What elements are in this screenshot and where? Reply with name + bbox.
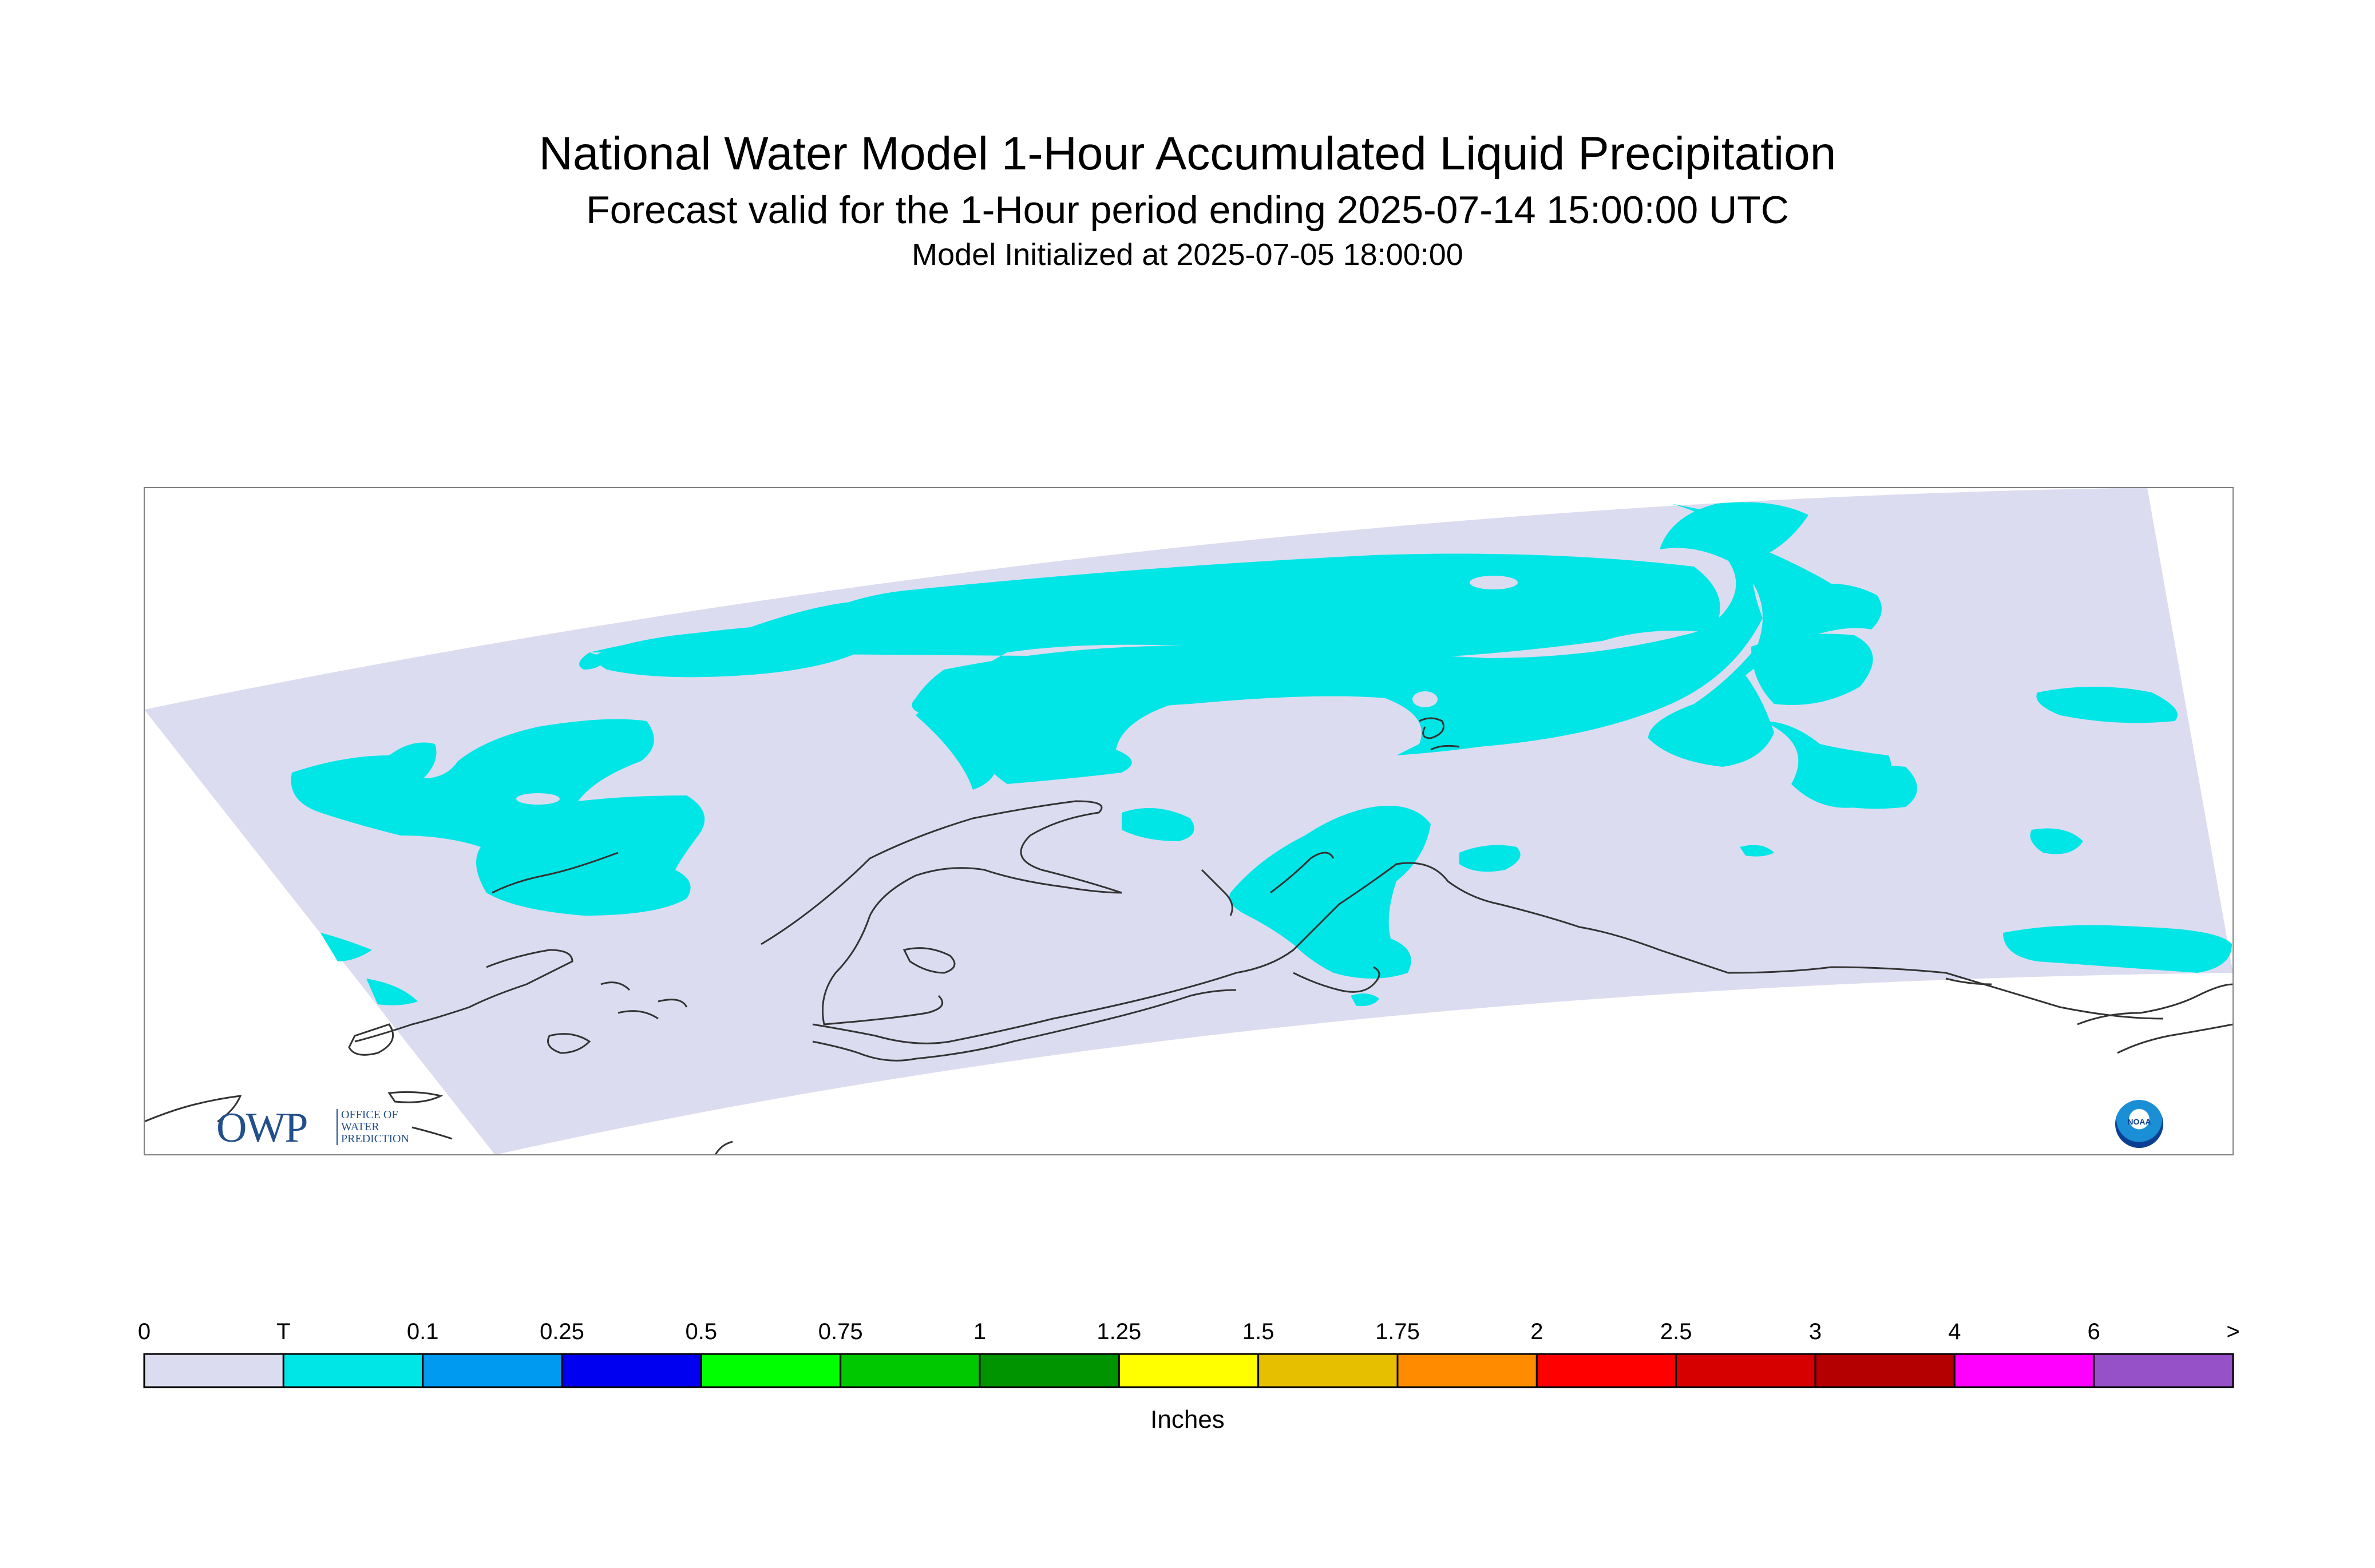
coastline [1945,977,1992,985]
owp-logo-line: OFFICE OF [341,1108,398,1121]
colorbar-swatch [700,1353,842,1388]
noaa-logo: NOAA [2115,1100,2163,1148]
precip-area [2003,925,2232,973]
colorbar-tick-label: T [276,1319,290,1344]
coastline [1201,869,1233,916]
coastline [714,1141,733,1155]
coastline [387,1091,444,1103]
colorbar-tick-label: 6 [2088,1319,2100,1344]
coastline [600,981,631,991]
colorbar-tick-label: 1.25 [1097,1319,1141,1344]
coastline [492,852,619,894]
precip-area [1803,765,1917,809]
noaa-logo-text: NOAA [2127,1117,2151,1126]
precip-area [1459,845,1521,872]
colorbar-swatch [422,1353,563,1388]
precip-area [1122,808,1194,841]
trace-precip-areas [291,502,2232,1007]
coastline [1270,852,1335,894]
colorbar-tick-label: 0.5 [686,1319,718,1344]
map-frame [144,487,2234,1155]
model-init-line: Model Initialized at 2025-07-05 18:00:00 [912,237,1463,272]
colorbar-tick-label: 0 [138,1319,151,1344]
precip-area [912,502,1808,784]
precip-gaps [516,576,1518,805]
coastline [144,1095,242,1123]
precip-area [1229,806,1431,979]
colorbar-units: Inches [1150,1405,1225,1434]
colorbar-tick-label: 0.75 [818,1319,863,1344]
colorbar-swatch [1118,1353,1260,1388]
owp-logo-mark: OWP [216,1104,308,1151]
colorbar-tick-label: 0.1 [407,1319,439,1344]
coastline [547,1033,591,1054]
precip-area [1648,504,1882,767]
coastline [348,1023,394,1056]
precip-area [2030,828,2083,854]
coastline [2077,983,2233,1025]
colorbar-swatch [1675,1353,1816,1388]
colorbar-tick-label: 2.5 [1660,1319,1692,1344]
colorbar-tick-label: 1.75 [1375,1319,1420,1344]
colorbar-tick-label: 0.25 [540,1319,584,1344]
coastline [658,999,688,1008]
colorbar-swatch [1535,1353,1677,1388]
coastline [411,1126,453,1140]
precip-area [366,979,418,1005]
precip-area [320,933,372,961]
colorbar-swatch [840,1353,981,1388]
precip-area [1751,633,1873,705]
colorbar-swatch [143,1353,284,1388]
colorbar-tick-label: 2 [1530,1319,1543,1344]
colorbar-tick-label: 4 [1948,1319,1961,1344]
colorbar-tick-label: 1.5 [1242,1319,1274,1344]
coastline [1419,717,1444,739]
chart-title: National Water Model 1-Hour Accumulated … [539,128,1836,180]
colorbar-swatch [1814,1353,1956,1388]
coastline [618,1010,659,1020]
precip-area [589,601,881,678]
precip-area [291,719,705,916]
coastline [812,862,2164,1044]
coastline [2117,1023,2233,1054]
colorbar-swatch [561,1353,702,1388]
colorbar-swatch [1396,1353,1538,1388]
precip-area [1740,845,1774,857]
colorbar-tick-label: 3 [1809,1319,1822,1344]
precip-area [2036,687,2178,723]
colorbar-swatch [282,1353,424,1388]
colorbar-swatch [979,1353,1120,1388]
colorbar-tick-label: > [2226,1319,2239,1344]
precip-area [579,652,607,670]
coastline [902,947,956,974]
coastline [761,800,1122,1025]
owp-logo-line: PREDICTION [341,1133,409,1145]
colorbar-tick-label: 1 [973,1319,986,1344]
owp-logo-text: OFFICE OF WATER PREDICTION [337,1109,409,1145]
coastline [354,949,573,1043]
chart-subtitle: Forecast valid for the 1-Hour period end… [586,188,1789,232]
colorbar-swatch [2093,1353,2234,1388]
owp-logo-line: WATER [341,1120,379,1133]
precip-area [1351,993,1379,1007]
colorbar-swatch [1953,1353,2095,1388]
coastline [1293,966,1380,993]
colorbar-swatch [1257,1353,1399,1388]
coastline [812,989,1237,1062]
coastline [1430,745,1460,751]
coastlines [144,717,2233,1155]
